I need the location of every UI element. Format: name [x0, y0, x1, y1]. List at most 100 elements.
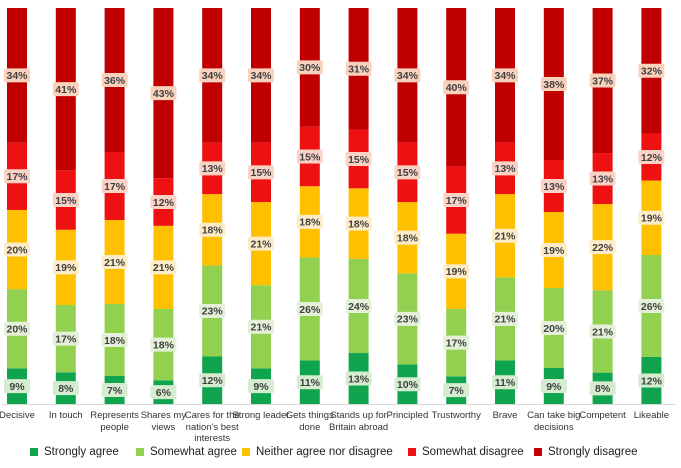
- data-label-box: [638, 298, 665, 313]
- data-label-box: [638, 149, 665, 164]
- category-label: Strong leader: [232, 410, 290, 421]
- data-label-box: [52, 260, 79, 275]
- data-label-box: [150, 195, 177, 210]
- data-label-box: [4, 68, 30, 83]
- legend-item: Somewhat agree: [136, 446, 237, 458]
- data-label-box: [492, 68, 518, 83]
- data-label-box: [199, 373, 226, 388]
- data-label: 9%: [546, 381, 562, 393]
- data-label-box: [540, 379, 567, 393]
- data-label-box: [589, 324, 616, 339]
- data-label-box: [248, 319, 274, 334]
- data-label-box: [4, 321, 30, 336]
- data-label: 13%: [202, 163, 224, 175]
- category-label: Brave: [492, 410, 518, 421]
- data-label-box: [345, 371, 372, 386]
- data-label-box: [492, 161, 518, 176]
- data-label-box: [394, 68, 421, 83]
- data-label-box: [4, 379, 30, 394]
- data-label: 19%: [446, 266, 468, 278]
- data-label-box: [394, 230, 421, 245]
- data-label-box: [345, 61, 372, 76]
- data-label: 34%: [6, 70, 28, 82]
- legend-label: Strongly agree: [44, 446, 119, 458]
- data-label: 17%: [104, 181, 126, 193]
- data-label: 30%: [299, 62, 321, 74]
- data-label-box: [101, 255, 128, 269]
- data-label: 12%: [202, 375, 224, 387]
- legend-swatch: [408, 448, 416, 456]
- data-label-box: [492, 311, 518, 326]
- data-label-box: [296, 214, 323, 229]
- data-label: 21%: [104, 257, 126, 269]
- data-label-box: [199, 161, 226, 176]
- data-label: 21%: [494, 314, 516, 326]
- data-label-box: [101, 179, 128, 193]
- data-label-box: [443, 264, 470, 279]
- data-label: 26%: [641, 301, 663, 313]
- data-label: 40%: [446, 82, 468, 94]
- data-label: 17%: [55, 333, 77, 345]
- data-label-box: [248, 68, 274, 83]
- data-label-box: [101, 333, 128, 347]
- data-label: 24%: [348, 301, 370, 313]
- data-label-box: [4, 242, 30, 257]
- data-label: 15%: [348, 154, 370, 166]
- data-label: 18%: [202, 225, 224, 237]
- data-label: 21%: [494, 231, 516, 243]
- data-label-box: [248, 379, 274, 394]
- legend-label: Somewhat agree: [150, 446, 237, 458]
- legend-swatch: [534, 448, 542, 456]
- data-label-box: [101, 73, 128, 87]
- data-label: 18%: [153, 339, 175, 351]
- data-label: 7%: [449, 385, 465, 397]
- data-label: 23%: [397, 314, 419, 326]
- data-label-box: [296, 301, 323, 316]
- data-label: 11%: [300, 377, 321, 389]
- data-label-box: [150, 385, 177, 400]
- data-label-box: [443, 80, 470, 95]
- data-label: 15%: [55, 195, 77, 207]
- data-label: 9%: [9, 381, 25, 393]
- data-label: 15%: [299, 151, 321, 163]
- category-label: Stands up for Britain abroad: [329, 410, 389, 433]
- data-label: 34%: [397, 70, 419, 82]
- legend-label: Strongly disagree: [548, 446, 638, 458]
- data-label: 34%: [202, 70, 224, 82]
- data-label: 34%: [250, 70, 272, 82]
- category-label: Represents people: [90, 410, 139, 433]
- data-label-box: [150, 337, 177, 352]
- data-label-box: [492, 228, 518, 243]
- category-label: Trustworthy: [431, 410, 481, 421]
- legend-swatch: [136, 448, 144, 456]
- data-label: 23%: [202, 306, 224, 318]
- data-label-box: [345, 216, 372, 231]
- data-label-box: [443, 335, 470, 350]
- data-label: 37%: [592, 75, 614, 87]
- data-label-box: [296, 60, 323, 75]
- data-label: 15%: [250, 167, 272, 179]
- category-label: Can take big decisions: [527, 410, 581, 433]
- legend-item: Strongly agree: [30, 446, 119, 458]
- legend-item: Neither agree nor disagree: [242, 446, 393, 458]
- category-label: In touch: [48, 410, 83, 421]
- data-label: 20%: [6, 244, 28, 256]
- data-label-box: [345, 151, 372, 166]
- data-label-box: [394, 311, 421, 326]
- data-label-box: [4, 169, 30, 184]
- data-label-box: [296, 149, 323, 164]
- data-label-box: [52, 331, 79, 346]
- data-label: 8%: [58, 383, 74, 395]
- data-label: 38%: [543, 79, 565, 91]
- data-label-box: [540, 321, 567, 335]
- data-label-box: [52, 193, 79, 208]
- data-label: 21%: [592, 326, 614, 338]
- data-label-box: [589, 381, 616, 396]
- legend-swatch: [242, 448, 250, 456]
- data-label: 34%: [494, 70, 516, 82]
- data-label-box: [199, 68, 226, 83]
- data-label: 12%: [641, 152, 663, 164]
- category-label: Shares my views: [140, 410, 187, 433]
- data-label: 17%: [446, 337, 468, 349]
